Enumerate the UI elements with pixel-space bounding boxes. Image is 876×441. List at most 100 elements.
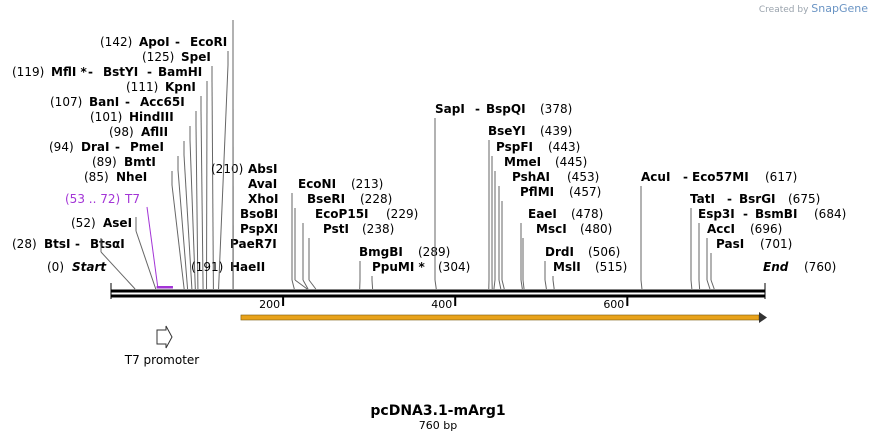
end-label[interactable]: End [763, 260, 789, 274]
enzyme-position: (52) [71, 216, 96, 230]
enzyme-separator: - [175, 35, 180, 49]
enzyme-label[interactable]: MflI * [51, 65, 87, 79]
enzyme-position: (125) [142, 50, 174, 64]
enzyme-label[interactable]: XhoI [248, 192, 279, 206]
enzyme-label[interactable]: EaeI [528, 207, 557, 221]
enzyme-label[interactable]: PshAI [512, 170, 550, 184]
enzyme-leader [308, 279, 317, 290]
enzyme-label[interactable]: KpnI [165, 80, 196, 94]
enzyme-label[interactable]: PspXI [240, 222, 278, 236]
enzyme-position: (94) [49, 140, 74, 154]
enzyme-label[interactable]: Acc65I [140, 95, 185, 109]
enzyme-label[interactable]: NheI [116, 170, 147, 184]
enzyme-position: (480) [580, 222, 612, 236]
enzyme-leader [371, 279, 374, 290]
enzyme-label[interactable]: BtsαI [90, 237, 125, 251]
plasmid-name: pcDNA3.1-mArg1 [370, 403, 505, 419]
enzyme-label[interactable]: AcuI [641, 170, 670, 184]
enzyme-leader [195, 124, 199, 290]
enzyme-position: (107) [50, 95, 82, 109]
enzyme-label[interactable]: DrdI [545, 245, 574, 259]
enzyme-position: (445) [555, 155, 587, 169]
enzyme-label[interactable]: BamHI [158, 65, 202, 79]
enzyme-position: (696) [750, 222, 782, 236]
enzyme-label[interactable]: PflMI [520, 185, 554, 199]
enzyme-label[interactable]: PspFI [496, 140, 533, 154]
enzyme-label[interactable]: BsrGI [739, 192, 776, 206]
enzyme-label[interactable]: EcoRI [190, 35, 227, 49]
enzyme-label[interactable]: BanI [89, 95, 119, 109]
enzyme-position: (675) [788, 192, 820, 206]
enzyme-label[interactable]: TatI [690, 192, 715, 206]
enzyme-label[interactable]: EcoNI [298, 177, 336, 191]
enzyme-separator: - [125, 95, 130, 109]
enzyme-position: (28) [12, 237, 37, 251]
enzyme-label[interactable]: BstYI [103, 65, 138, 79]
enzyme-label[interactable]: AvaI [248, 177, 277, 191]
enzyme-label[interactable]: HindIII [129, 110, 174, 124]
enzyme-label[interactable]: SapI [435, 102, 465, 116]
enzyme-label[interactable]: DraI [81, 140, 109, 154]
promoter-arrow-icon [156, 325, 173, 349]
enzyme-label[interactable]: Esp3I [698, 207, 735, 221]
enzyme-separator: - [683, 170, 688, 184]
enzyme-leader [640, 279, 643, 290]
enzyme-position: (506) [588, 245, 620, 259]
enzyme-label[interactable]: BsoBI [240, 207, 278, 221]
enzyme-label[interactable]: SpeI [181, 50, 211, 64]
enzyme-label[interactable]: BmgBI [359, 245, 403, 259]
enzyme-label[interactable]: AseI [103, 216, 132, 230]
enzyme-label[interactable]: PasI [716, 237, 744, 251]
enzyme-label[interactable]: PmeI [130, 140, 164, 154]
enzyme-position: (515) [595, 260, 627, 274]
start-label[interactable]: Start [72, 260, 107, 274]
enzyme-position: (142) [100, 35, 132, 49]
end-position: (760) [804, 260, 836, 274]
enzyme-position: (289) [418, 245, 450, 259]
enzyme-label[interactable]: MslI [553, 260, 581, 274]
enzyme-position: (304) [438, 260, 470, 274]
primer-t7-label[interactable]: T7 [124, 192, 140, 206]
enzyme-label[interactable]: MmeI [504, 155, 541, 169]
enzyme-separator: - [88, 65, 93, 79]
enzyme-leader [498, 279, 502, 290]
promoter-label: T7 promoter [124, 353, 200, 367]
enzyme-separator: - [147, 65, 152, 79]
orf-arrow-head[interactable] [759, 312, 767, 323]
enzyme-label[interactable]: BsmBI [755, 207, 797, 221]
enzyme-label[interactable]: MscI [536, 222, 567, 236]
enzyme-leader [291, 279, 295, 290]
enzyme-label[interactable]: Eco57MI [692, 170, 749, 184]
enzyme-label[interactable]: BseRI [307, 192, 345, 206]
enzyme-leader [135, 230, 157, 290]
enzyme-position: (228) [360, 192, 392, 206]
enzyme-leader [522, 279, 525, 290]
enzyme-position: (457) [569, 185, 601, 199]
enzyme-leader [544, 279, 547, 290]
enzyme-label[interactable]: BseYI [488, 124, 526, 138]
enzyme-label[interactable]: HaeII [230, 260, 265, 274]
enzyme-position: (85) [84, 170, 109, 184]
enzyme-label[interactable]: PstI [323, 222, 349, 236]
enzyme-label[interactable]: BtsI [44, 237, 71, 251]
plasmid-length: 760 bp [419, 419, 457, 432]
enzyme-label[interactable]: ApoI [139, 35, 170, 49]
enzyme-leader [698, 279, 701, 290]
enzyme-label[interactable]: BmtI [124, 155, 156, 169]
enzyme-label[interactable]: PpuMI * [372, 260, 426, 274]
primer-t7-bar [156, 286, 173, 289]
enzyme-position: (111) [126, 80, 158, 94]
enzyme-position: (443) [548, 140, 580, 154]
enzyme-label[interactable]: BspQI [486, 102, 526, 116]
enzyme-label[interactable]: AbsI [248, 162, 277, 176]
enzyme-label[interactable]: EcoP15I [315, 207, 369, 221]
enzyme-label[interactable]: AccI [707, 222, 735, 236]
enzyme-label[interactable]: PaeR7I [230, 237, 277, 251]
enzyme-separator: - [475, 102, 480, 116]
enzyme-position: (98) [109, 125, 134, 139]
enzyme-position: (701) [760, 237, 792, 251]
enzyme-position: (213) [351, 177, 383, 191]
enzyme-position: (210) [211, 162, 243, 176]
enzyme-label[interactable]: AflII [141, 125, 168, 139]
